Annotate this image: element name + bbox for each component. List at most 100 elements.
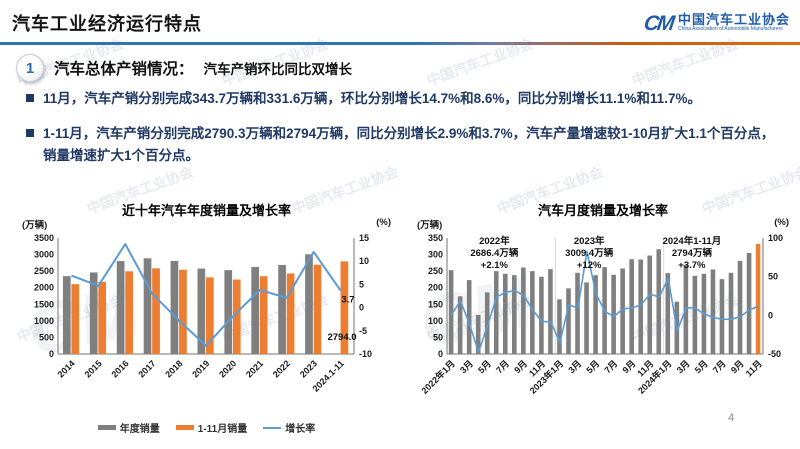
- axis-units: (万辆) (%): [409, 217, 797, 231]
- bullet-list: 11月，汽车产销分别完成343.7万辆和331.6万辆，环比分别增长14.7%和…: [26, 88, 784, 180]
- svg-text:2794.0: 2794.0: [327, 332, 356, 343]
- svg-text:3009.4万辆: 3009.4万辆: [565, 247, 614, 259]
- svg-text:2014: 2014: [56, 358, 77, 379]
- svg-text:150: 150: [428, 299, 443, 309]
- jan-nov-sales-swatch-icon: [175, 425, 194, 430]
- org-name-cn: 中国汽车工业协会: [677, 12, 790, 28]
- svg-text:2015: 2015: [83, 358, 104, 379]
- annual-sales-swatch-icon: [97, 425, 116, 430]
- svg-text:-10: -10: [359, 349, 372, 359]
- svg-text:-5: -5: [359, 326, 367, 336]
- axis-units: (万辆) (%): [14, 217, 399, 231]
- svg-text:350: 350: [428, 233, 443, 243]
- bullet-point: 1-11月，汽车产销分别完成2790.3万辆和2794万辆，同比分别增长2.9%…: [26, 123, 784, 167]
- svg-text:100: 100: [428, 316, 443, 326]
- svg-text:9月: 9月: [512, 358, 529, 375]
- svg-text:2022: 2022: [271, 358, 292, 379]
- title-divider: [0, 42, 800, 45]
- svg-text:5月: 5月: [693, 358, 710, 375]
- growth-rate: [71, 243, 342, 347]
- svg-text:2794万辆: 2794万辆: [672, 247, 713, 259]
- charts-row: 近十年汽车年度销量及增长率 (万辆) (%) 0 500 1000 1500 2000 2…: [14, 200, 797, 435]
- svg-text:100: 100: [768, 233, 783, 243]
- svg-text:2021: 2021: [244, 358, 265, 379]
- legend-label: 年度销量: [119, 424, 160, 435]
- svg-text:2022年: 2022年: [479, 235, 510, 247]
- caam-logo-icon: CM: [642, 11, 675, 35]
- annual-sales-chart: 近十年汽车年度销量及增长率 (万辆) (%) 0 500 1000 1500 2000 2…: [14, 200, 399, 435]
- svg-text:2018: 2018: [163, 358, 184, 379]
- svg-text:3月: 3月: [566, 358, 583, 375]
- svg-text:0: 0: [438, 349, 443, 359]
- svg-text:1000: 1000: [34, 316, 54, 326]
- chart-title: 汽车月度销量及增长率: [537, 203, 668, 218]
- svg-text:7月: 7月: [602, 358, 619, 375]
- svg-text:2686.4万辆: 2686.4万辆: [470, 247, 519, 259]
- svg-text:2016: 2016: [109, 358, 130, 379]
- svg-text:3月: 3月: [458, 358, 475, 375]
- annual-sales-chart-svg: 0 500 1000 1500 2000 2500 3000 3500 -10 -5 0 5 10 15 2…: [34, 233, 372, 394]
- legend-item: 增长率: [263, 420, 315, 435]
- section-number-badge: 1: [16, 54, 44, 82]
- svg-text:9月: 9月: [621, 358, 638, 375]
- svg-text:250: 250: [428, 266, 443, 276]
- svg-text:15: 15: [359, 233, 369, 243]
- svg-text:7月: 7月: [711, 358, 728, 375]
- svg-text:5月: 5月: [476, 358, 493, 375]
- svg-text:10: 10: [359, 256, 369, 266]
- left-axis-unit: (万辆): [22, 220, 48, 231]
- svg-text:500: 500: [39, 332, 54, 342]
- svg-text:2024年1-11月: 2024年1-11月: [663, 235, 722, 247]
- svg-text:50: 50: [433, 332, 443, 342]
- svg-text:+12%: +12%: [577, 260, 602, 271]
- svg-text:9月: 9月: [729, 358, 746, 375]
- svg-text:+3.7%: +3.7%: [678, 260, 706, 271]
- monthly-sales: [448, 243, 761, 354]
- bullet-text: 1-11月，汽车产销分别完成2790.3万辆和2794万辆，同比分别增长2.9%…: [43, 125, 775, 163]
- legend-label: 1-11月销量: [197, 424, 248, 435]
- chart-legend: 年度销量 1-11月销量 增长率: [14, 420, 399, 435]
- page-number: 4: [728, 412, 735, 424]
- jan-nov-sales: [71, 261, 349, 354]
- left-axis-unit: (万辆): [417, 220, 443, 231]
- svg-text:50: 50: [768, 272, 778, 282]
- svg-text:3500: 3500: [34, 233, 54, 243]
- svg-text:1500: 1500: [34, 299, 54, 309]
- svg-text:0: 0: [359, 303, 364, 313]
- header: 汽车工业经济运行特点 CM 中国汽车工业协会 China Association…: [12, 6, 790, 40]
- monthly-sales-chart: 汽车月度销量及增长率 (万辆) (%) 0 50 100 150 200 250 300 35…: [409, 200, 797, 435]
- svg-text:2023: 2023: [298, 358, 319, 379]
- svg-text:2023年: 2023年: [574, 235, 605, 247]
- svg-text:2017: 2017: [136, 358, 157, 379]
- svg-text:3000: 3000: [34, 250, 54, 260]
- bullet-point: 11月，汽车产销分别完成343.7万辆和331.6万辆，环比分别增长14.7%和…: [26, 88, 784, 110]
- section-header: 1 汽车总体产销情况： 汽车产销环比同比双增长: [16, 54, 352, 82]
- bullet-text: 11月，汽车产销分别完成343.7万辆和331.6万辆，环比分别增长14.7%和…: [43, 91, 701, 106]
- svg-text:3.7: 3.7: [341, 294, 354, 305]
- svg-text:3月: 3月: [675, 358, 692, 375]
- org-logo-text: 中国汽车工业协会 China Association of Automobile…: [677, 12, 790, 33]
- svg-text:2019: 2019: [190, 358, 211, 379]
- svg-text:+2.1%: +2.1%: [481, 260, 509, 271]
- legend-item: 年度销量: [97, 420, 160, 435]
- svg-text:5月: 5月: [584, 358, 601, 375]
- chart-title: 近十年汽车年度销量及增长率: [121, 203, 291, 218]
- svg-text:2500: 2500: [34, 266, 54, 276]
- legend-label: 增长率: [285, 424, 316, 435]
- growth-rate-swatch-icon: [263, 426, 282, 429]
- section-title: 汽车总体产销情况：: [54, 61, 194, 78]
- svg-text:-50: -50: [768, 349, 781, 359]
- monthly-growth-rate: [450, 250, 759, 353]
- svg-text:5: 5: [359, 279, 364, 289]
- org-logo: CM 中国汽车工业协会 China Association of Automob…: [642, 11, 790, 35]
- page-title: 汽车工业经济运行特点: [12, 14, 202, 34]
- org-name-en: China Association of Automobile Manufact…: [677, 26, 783, 33]
- legend-item: 1-11月销量: [175, 420, 248, 435]
- svg-text:7月: 7月: [494, 358, 511, 375]
- svg-text:2022年1月: 2022年1月: [419, 358, 457, 396]
- svg-text:200: 200: [428, 283, 443, 293]
- annual-sales: [62, 254, 313, 354]
- section-subtitle: 汽车产销环比同比双增长: [203, 62, 353, 77]
